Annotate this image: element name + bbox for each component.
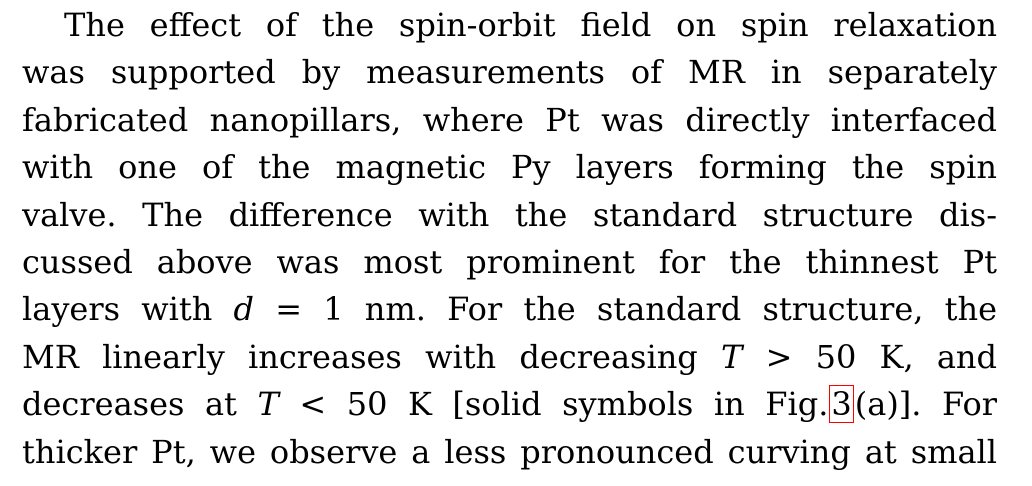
text-line-5: valve. The difference with the standard …: [22, 195, 997, 234]
math-variable-t: T: [721, 337, 743, 376]
math-variable-d: d: [233, 290, 255, 329]
text-line-2: was supported by measurements of MR in s…: [22, 53, 997, 92]
text-segment: = 1 nm. For the standard structure, the: [275, 290, 997, 329]
text-line-10: thicker Pt, we observe a less pronounced…: [22, 432, 997, 471]
text-segment: MR linearly increases with decreasing: [22, 337, 698, 376]
text-segment: (a)]. For: [854, 385, 997, 424]
text-line-6: cussed above was most prominent for the …: [22, 242, 997, 281]
figure-reference-link[interactable]: 3: [829, 385, 854, 424]
text-line-4: with one of the magnetic Py layers formi…: [22, 148, 997, 187]
text-segment: decreases at: [22, 385, 237, 424]
text-segment: layers with: [22, 290, 213, 329]
text-line-7: layers with d = 1 nm. For the standard s…: [22, 286, 997, 333]
text-line-3: fabricated nanopillars, where Pt was dir…: [22, 100, 997, 139]
text-line-8: MR linearly increases with decreasing T …: [22, 334, 997, 381]
paper-text-column: The effect of the spin-orbit field on sp…: [22, 2, 997, 476]
text-segment: < 50 K [solid symbols in Fig.: [299, 385, 829, 424]
text-line-1: The effect of the spin-orbit field on sp…: [64, 6, 997, 44]
text-line-9: decreases at T < 50 K [solid symbols in …: [22, 381, 997, 428]
text-segment: > 50 K, and: [765, 337, 997, 376]
math-variable-t: T: [257, 385, 279, 424]
